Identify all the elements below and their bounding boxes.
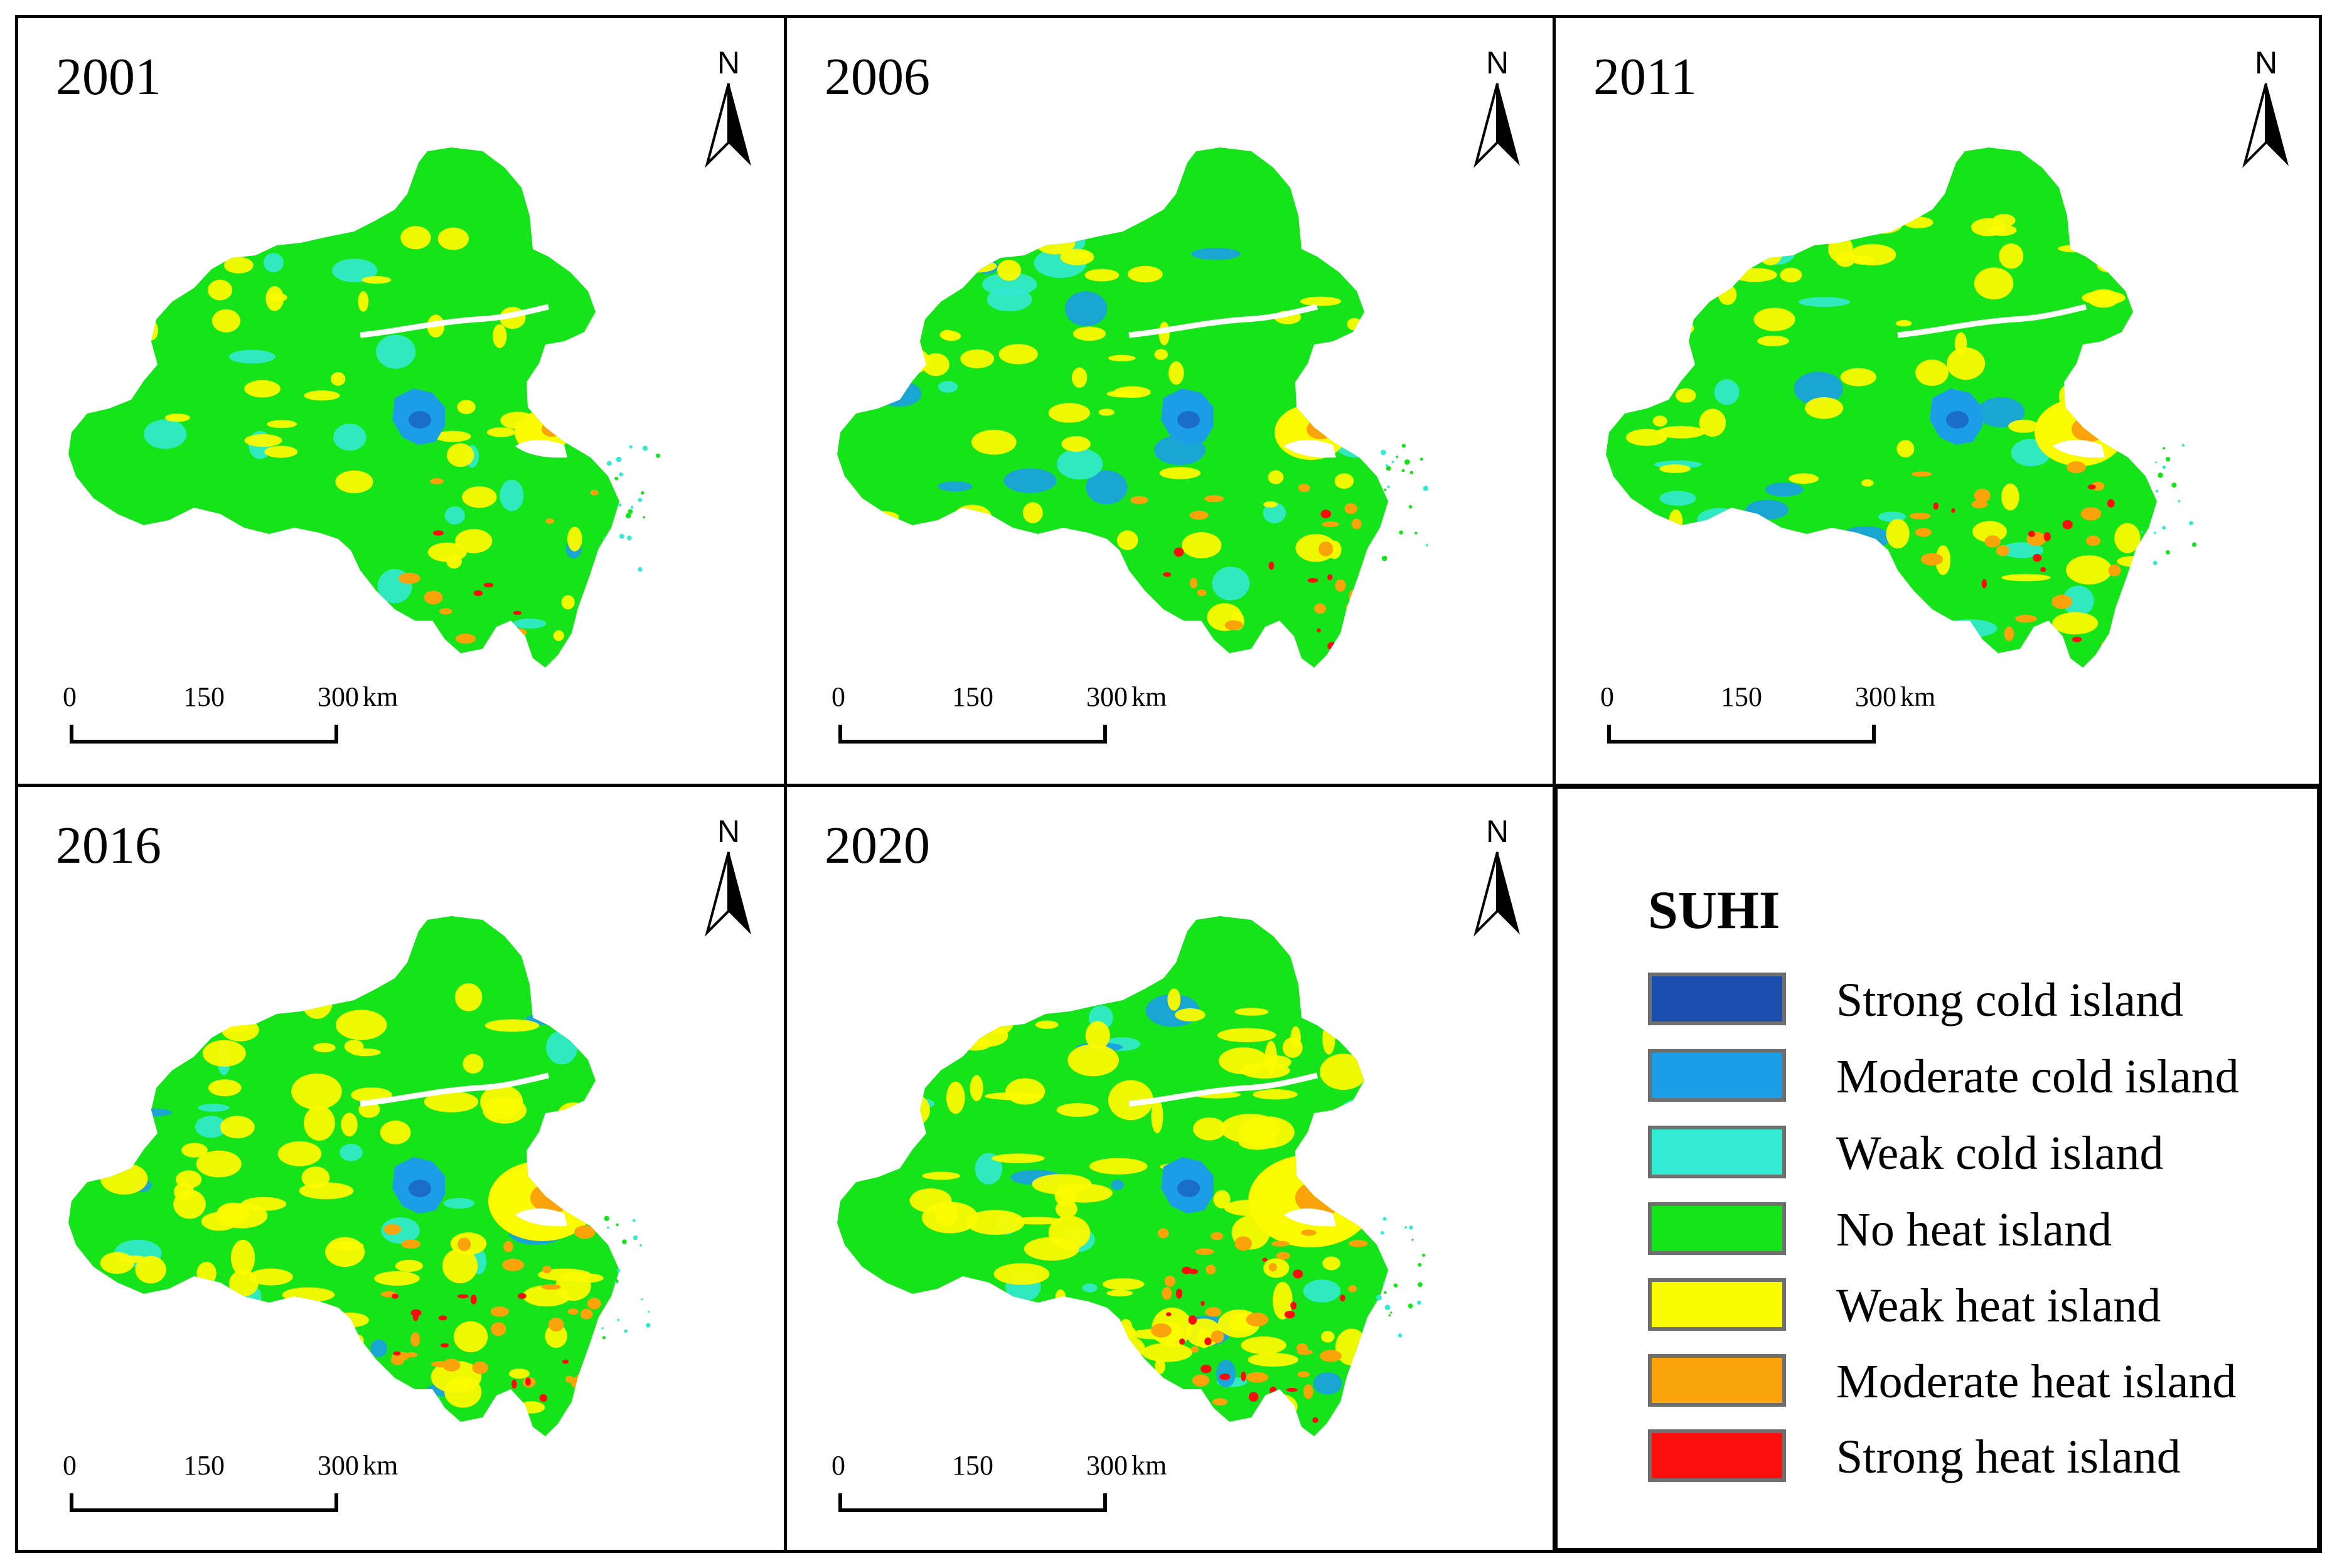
scale-unit: km [1900, 681, 1936, 712]
scale-bar-end-tick [838, 1493, 842, 1512]
scale-bar: 0 150 300 km [820, 1450, 1167, 1533]
north-label: N [717, 45, 741, 80]
scale-tick-label: 150 [952, 1450, 993, 1481]
scale-tick-label: 0 [832, 1450, 845, 1481]
legend-label: Weak heat island [1836, 1279, 2161, 1332]
scale-bar-line [70, 740, 338, 744]
north-arrow-icon: N [2240, 47, 2292, 173]
map-panel-2011: 2011 N 0 150 300 km [1553, 15, 2322, 787]
legend-panel: SUHI Strong cold island Moderate cold is… [1553, 784, 2322, 1553]
north-label: N [717, 814, 741, 849]
legend-label: Moderate heat island [1836, 1355, 2237, 1408]
legend-title: SUHI [1648, 880, 1780, 940]
scale-tick-label: 300 [1086, 1450, 1128, 1481]
legend-item-no-heat-island: No heat island [1648, 1202, 2276, 1265]
suhi-map [1606, 147, 2197, 668]
legend-item-strong-cold-island: Strong cold island [1648, 973, 2276, 1035]
legend-swatch [1648, 1429, 1786, 1482]
scale-bar-end-tick [1103, 1493, 1107, 1512]
scale-tick-label: 300 [318, 681, 359, 712]
scale-tick-label: 150 [183, 681, 225, 712]
legend-item-moderate-cold-island: Moderate cold island [1648, 1049, 2276, 1112]
scale-bar: 0 150 300 km [820, 681, 1167, 765]
scale-bar: 0 150 300 km [51, 681, 398, 765]
north-arrow-icon: N [1471, 816, 1524, 941]
suhi-map [68, 916, 651, 1436]
legend-label: No heat island [1836, 1203, 2112, 1256]
panel-year-label: 2016 [56, 816, 161, 875]
scale-tick-label: 0 [1600, 681, 1614, 712]
scale-bar-end-tick [838, 725, 842, 744]
legend-item-moderate-heat-island: Moderate heat island [1648, 1354, 2276, 1417]
scale-unit: km [1131, 681, 1167, 712]
legend-item-weak-heat-island: Weak heat island [1648, 1278, 2276, 1341]
legend-label: Moderate cold island [1836, 1050, 2239, 1103]
scale-bar-line [70, 1508, 338, 1512]
panel-year-label: 2020 [825, 816, 930, 875]
scale-tick-label: 150 [952, 681, 993, 712]
scale-tick-label: 0 [63, 1450, 77, 1481]
suhi-map [837, 147, 1428, 668]
scale-unit: km [363, 681, 398, 712]
legend-item-weak-cold-island: Weak cold island [1648, 1126, 2276, 1188]
north-arrow-icon: N [702, 47, 755, 173]
scale-bar-end-tick [70, 725, 73, 744]
scale-bar-end-tick [1872, 725, 1876, 744]
legend-swatch [1648, 1202, 1786, 1255]
scale-tick-label: 300 [1086, 681, 1128, 712]
legend-label: Strong heat island [1836, 1431, 2181, 1483]
north-arrow-icon: N [702, 816, 755, 941]
legend-swatch [1648, 1278, 1786, 1331]
map-panel-2016: 2016 N 0 150 300 km [15, 784, 787, 1553]
suhi-map [837, 916, 1425, 1436]
scale-tick-label: 0 [63, 681, 77, 712]
scale-tick-label: 150 [1721, 681, 1762, 712]
scale-bar-line [838, 1508, 1107, 1512]
legend-swatch [1648, 1049, 1786, 1102]
scale-bar-end-tick [334, 1493, 338, 1512]
scale-bar: 0 150 300 km [1588, 681, 1935, 765]
north-label: N [1485, 814, 1509, 849]
scale-bar-end-tick [334, 725, 338, 744]
north-label: N [1485, 45, 1509, 80]
panel-year-label: 2006 [825, 48, 930, 106]
scale-tick-label: 150 [183, 1450, 225, 1481]
scale-tick-label: 0 [832, 681, 845, 712]
legend-swatch [1648, 1126, 1786, 1178]
legend-swatch [1648, 1354, 1786, 1407]
map-panel-2020: 2020 N 0 150 300 km [784, 784, 1556, 1553]
legend-label: Strong cold island [1836, 974, 2184, 1027]
north-label: N [2254, 45, 2278, 80]
legend-item-strong-heat-island: Strong heat island [1648, 1429, 2276, 1492]
map-panel-2001: 2001 N 0 150 300 km [15, 15, 787, 787]
scale-tick-label: 300 [1855, 681, 1896, 712]
scale-bar: 0 150 300 km [51, 1450, 398, 1533]
map-panel-2006: 2006 N 0 150 300 km [784, 15, 1556, 787]
suhi-map [68, 147, 661, 668]
panel-year-label: 2011 [1593, 48, 1697, 106]
scale-tick-label: 300 [318, 1450, 359, 1481]
north-arrow-icon: N [1471, 47, 1524, 173]
legend-label: Weak cold island [1836, 1127, 2164, 1180]
legend-swatch [1648, 973, 1786, 1025]
scale-bar-end-tick [1607, 725, 1611, 744]
panel-year-label: 2001 [56, 48, 161, 106]
scale-bar-end-tick [70, 1493, 73, 1512]
scale-bar-end-tick [1103, 725, 1107, 744]
scale-bar-line [838, 740, 1107, 744]
scale-unit: km [1131, 1450, 1167, 1481]
scale-unit: km [363, 1450, 398, 1481]
scale-bar-line [1607, 740, 1876, 744]
